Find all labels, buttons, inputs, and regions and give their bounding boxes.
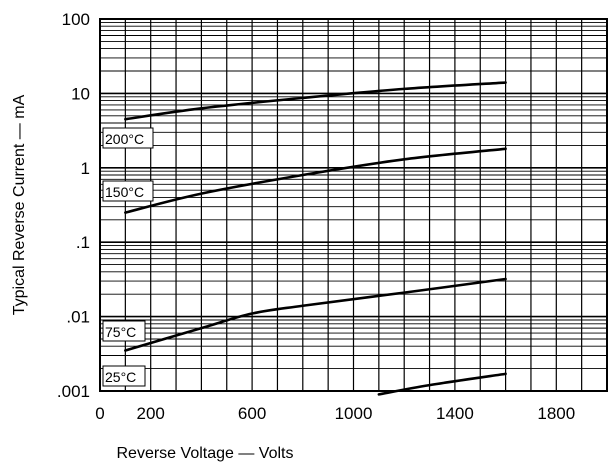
x-tick-label: 1800 xyxy=(537,404,575,423)
series-label-box xyxy=(102,127,154,149)
series-label-box xyxy=(102,365,146,387)
series-label-box xyxy=(102,320,146,342)
series-label: 25°C xyxy=(105,369,136,385)
y-axis-title: Typical Reverse Current — mA xyxy=(11,94,28,315)
grid xyxy=(100,19,607,391)
series-line xyxy=(124,147,507,214)
x-axis-title: Reverse Voltage — Volts xyxy=(117,445,294,462)
series-label-box xyxy=(102,180,154,202)
x-tick-label: 600 xyxy=(238,404,266,423)
y-axis-ticks: 100 10 1 .1 .01 .001 xyxy=(57,10,90,401)
y-tick-label: .1 xyxy=(76,233,90,252)
x-axis-ticks: 0 200 600 1000 1400 1800 xyxy=(95,404,575,423)
series-line xyxy=(377,372,507,396)
series-label: 75°C xyxy=(105,324,136,340)
plot-frame xyxy=(99,18,608,392)
y-tick-label: 100 xyxy=(62,10,90,29)
y-tick-label: .001 xyxy=(57,382,90,401)
x-tick-label: 200 xyxy=(137,404,165,423)
series-line xyxy=(124,277,507,352)
x-tick-label: 1000 xyxy=(335,404,373,423)
y-tick-label: .01 xyxy=(66,308,90,327)
series-line xyxy=(124,81,507,121)
x-tick-label: 1400 xyxy=(436,404,474,423)
y-tick-label: 1 xyxy=(81,159,90,178)
x-tick-label: 0 xyxy=(95,404,104,423)
series-label: 200°C xyxy=(105,131,144,147)
series-label: 150°C xyxy=(105,184,144,200)
y-tick-label: 10 xyxy=(71,84,90,103)
series-lines: 200°C 150°C 75°C 25°C xyxy=(102,81,507,396)
